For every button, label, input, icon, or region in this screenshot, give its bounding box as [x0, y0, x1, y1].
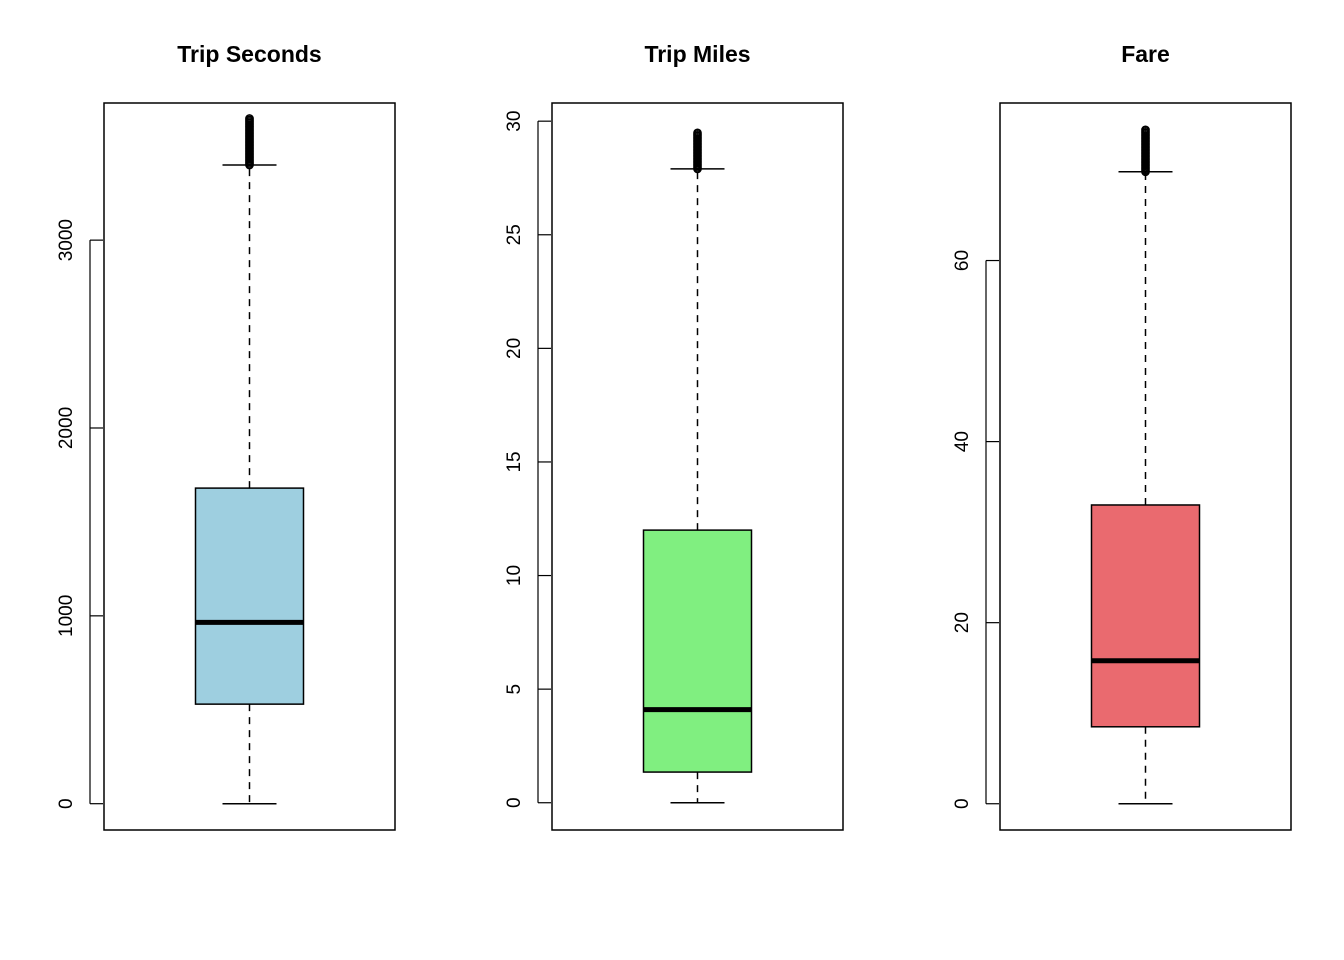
iqr-box	[194, 487, 305, 705]
iqr-box	[642, 529, 753, 773]
y-tick-label: 30	[504, 111, 525, 132]
outliers	[1141, 125, 1150, 177]
y-tick-label: 10	[504, 565, 525, 586]
panel-1: Trip Seconds 0 1000 2000 3000	[56, 41, 396, 831]
y-tick-label: 3000	[56, 219, 77, 261]
y-tick-label: 1000	[56, 595, 77, 637]
plot-frame	[103, 102, 396, 831]
outlier-point	[693, 128, 702, 138]
plot-frame	[551, 102, 844, 831]
outliers	[245, 114, 254, 170]
outliers	[693, 128, 702, 174]
y-tick-label: 40	[952, 431, 973, 452]
panel-title: Fare	[1121, 41, 1170, 67]
y-tick-label: 0	[504, 797, 525, 808]
plot-frame	[999, 102, 1292, 831]
panel-title: Trip Miles	[644, 41, 750, 67]
outlier-point	[1141, 125, 1150, 135]
y-tick-label: 5	[504, 684, 525, 695]
outlier-point	[245, 114, 254, 123]
y-tick-label: 0	[56, 798, 77, 809]
y-tick-label: 2000	[56, 407, 77, 449]
y-tick-label: 20	[504, 338, 525, 359]
y-tick-label: 25	[504, 224, 525, 245]
y-tick-label: 20	[952, 612, 973, 633]
panel-3: Fare 0 20 40 60	[952, 41, 1292, 831]
y-tick-label: 60	[952, 250, 973, 271]
panel-title: Trip Seconds	[177, 41, 321, 67]
iqr-box	[1090, 504, 1201, 728]
y-tick-label: 15	[504, 451, 525, 472]
panel-2: Trip Miles 0 5 10 15 20 25 30	[504, 41, 844, 831]
y-tick-label: 0	[952, 798, 973, 809]
